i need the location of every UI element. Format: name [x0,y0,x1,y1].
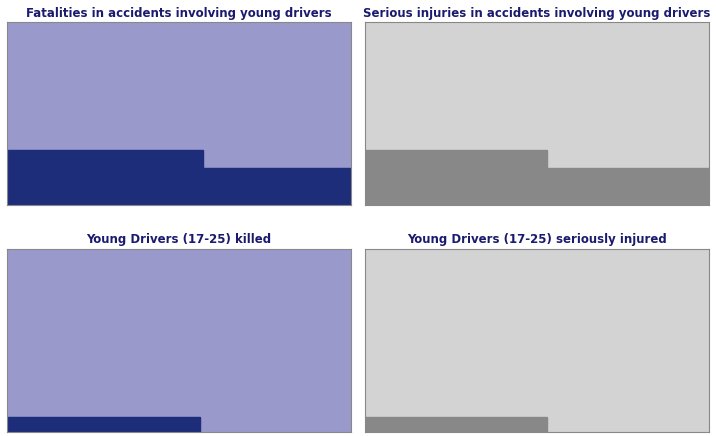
Bar [7,417,200,432]
Bar [365,417,547,432]
Bar [7,150,203,205]
Bar [547,168,709,205]
Text: Young Drivers (17-25) seriously injured: Young Drivers (17-25) seriously injured [407,233,667,246]
Bar [203,168,351,205]
Text: Young Drivers (17-25) killed: Young Drivers (17-25) killed [87,233,271,246]
Text: Fatalities in accidents involving young drivers: Fatalities in accidents involving young … [26,7,332,20]
Bar [365,150,547,205]
Text: Serious injuries in accidents involving young drivers: Serious injuries in accidents involving … [363,7,711,20]
